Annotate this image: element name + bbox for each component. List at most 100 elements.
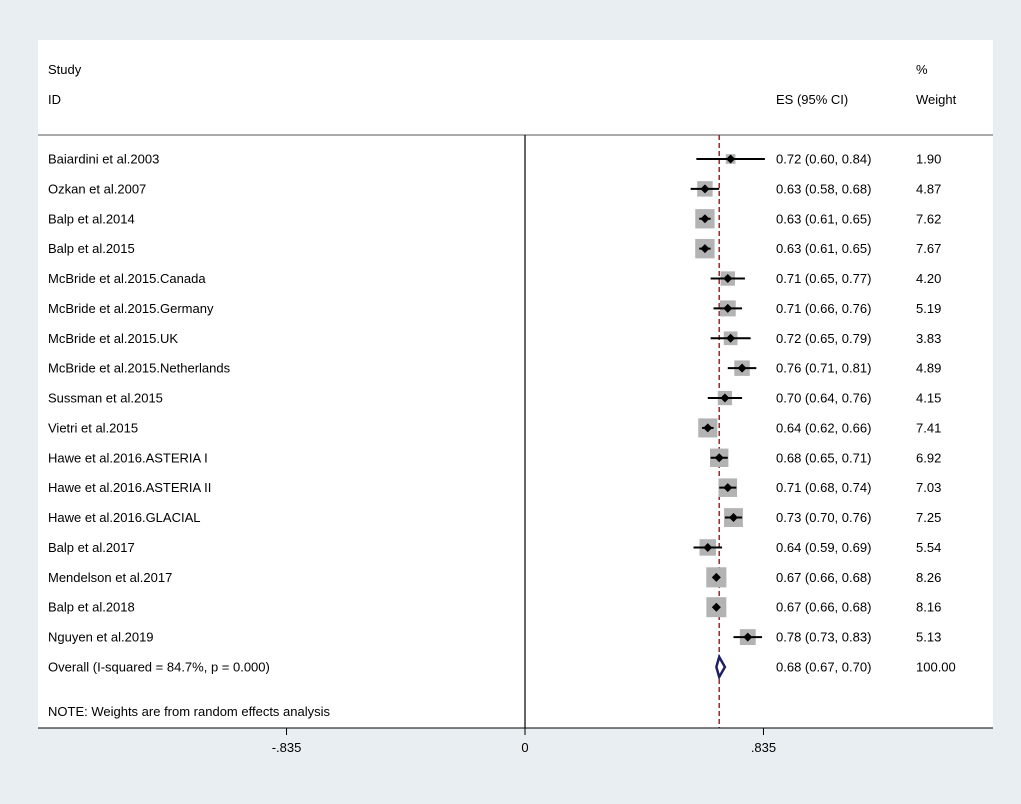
x-tick-label: .835 — [751, 740, 776, 755]
study-es-ci: 0.63 (0.61, 0.65) — [776, 211, 871, 226]
study-weight: 7.25 — [916, 510, 941, 525]
header-id: ID — [48, 92, 61, 107]
study-es-ci: 0.71 (0.65, 0.77) — [776, 271, 871, 286]
study-es-ci: 0.64 (0.62, 0.66) — [776, 420, 871, 435]
overall-diamond — [715, 653, 727, 681]
overall-es-ci: 0.68 (0.67, 0.70) — [776, 659, 871, 674]
study-weight: 5.13 — [916, 630, 941, 645]
study-row: Hawe et al.2016.ASTERIA I 0.68 (0.65, 0.7… — [48, 448, 941, 468]
study-name: Balp et al.2017 — [48, 540, 135, 555]
point-estimate — [700, 214, 710, 224]
study-name: Hawe et al.2016.ASTERIA I — [48, 450, 208, 465]
point-estimate — [723, 483, 733, 493]
study-weight: 1.90 — [916, 152, 941, 167]
point-estimate — [711, 572, 721, 582]
study-es-ci: 0.64 (0.59, 0.69) — [776, 540, 871, 555]
study-row: Nguyen et al.2019 0.78 (0.73, 0.83) 5.13 — [48, 629, 941, 646]
study-name: Balp et al.2018 — [48, 600, 135, 615]
study-es-ci: 0.68 (0.65, 0.71) — [776, 450, 871, 465]
header-es: ES (95% CI) — [776, 92, 848, 107]
study-row: Balp et al.2015 0.63 (0.61, 0.65) 7.67 — [48, 238, 941, 259]
study-weight: 7.62 — [916, 211, 941, 226]
study-weight: 7.41 — [916, 420, 941, 435]
study-name: McBride et al.2015.UK — [48, 331, 178, 346]
study-es-ci: 0.67 (0.66, 0.68) — [776, 570, 871, 585]
study-weight: 7.67 — [916, 241, 941, 256]
study-row: Vietri et al.2015 0.64 (0.62, 0.66) 7.41 — [48, 418, 941, 438]
study-row: Baiardini et al.2003 0.72 (0.60, 0.84) 1.9… — [48, 152, 941, 167]
point-estimate — [711, 602, 721, 612]
header-study: Study — [48, 62, 82, 77]
study-name: Ozkan et al.2007 — [48, 181, 146, 196]
study-es-ci: 0.72 (0.65, 0.79) — [776, 331, 871, 346]
point-estimate — [723, 274, 733, 284]
point-estimate — [743, 632, 753, 642]
study-weight: 8.16 — [916, 600, 941, 615]
study-weight: 3.83 — [916, 331, 941, 346]
study-name: McBride et al.2015.Canada — [48, 271, 206, 286]
study-row: Hawe et al.2016.ASTERIA II 0.71 (0.68, 0.… — [48, 478, 941, 497]
study-es-ci: 0.67 (0.66, 0.68) — [776, 600, 871, 615]
study-name: McBride et al.2015.Germany — [48, 301, 214, 316]
study-weight: 8.26 — [916, 570, 941, 585]
point-estimate — [728, 513, 738, 523]
study-weight: 4.20 — [916, 271, 941, 286]
study-row: McBride et al.2015.Netherlands 0.76 (0.71… — [48, 360, 941, 376]
study-name: Mendelson et al.2017 — [48, 570, 172, 585]
point-estimate — [700, 184, 710, 194]
point-estimate — [720, 393, 730, 403]
study-es-ci: 0.78 (0.73, 0.83) — [776, 630, 871, 645]
study-es-ci: 0.73 (0.70, 0.76) — [776, 510, 871, 525]
point-estimate — [726, 333, 736, 343]
study-row: Mendelson et al.2017 0.67 (0.66, 0.68) 8.2… — [48, 567, 941, 588]
study-es-ci: 0.63 (0.61, 0.65) — [776, 241, 871, 256]
study-row: Sussman et al.2015 0.70 (0.64, 0.76) 4.15 — [48, 391, 941, 406]
study-name: Hawe et al.2016.GLACIAL — [48, 510, 200, 525]
study-weight: 6.92 — [916, 450, 941, 465]
study-es-ci: 0.72 (0.60, 0.84) — [776, 152, 871, 167]
study-name: Vietri et al.2015 — [48, 420, 138, 435]
plot-panel — [38, 40, 993, 728]
header-weight: Weight — [916, 92, 957, 107]
study-name: Balp et al.2015 — [48, 241, 135, 256]
study-name: Baiardini et al.2003 — [48, 152, 159, 167]
study-row: Balp et al.2018 0.67 (0.66, 0.68) 8.16 — [48, 597, 941, 618]
study-weight: 4.87 — [916, 181, 941, 196]
study-row: McBride et al.2015.UK 0.72 (0.65, 0.79) 3.… — [48, 331, 941, 346]
study-row: McBride et al.2015.Canada 0.71 (0.65, 0.7… — [48, 271, 941, 286]
overall-row: Overall (I-squared = 84.7%, p = 0.000) 0.… — [48, 653, 956, 681]
x-axis-ticks: -.835 0 .835 — [272, 728, 776, 755]
study-weight: 7.03 — [916, 480, 941, 495]
study-weight: 4.15 — [916, 391, 941, 406]
point-estimate — [737, 363, 747, 373]
study-es-ci: 0.71 (0.66, 0.76) — [776, 301, 871, 316]
x-tick-label: 0 — [521, 740, 528, 755]
point-estimate — [703, 542, 713, 552]
x-tick-label: -.835 — [272, 740, 302, 755]
study-weight: 5.54 — [916, 540, 941, 555]
header-percent: % — [916, 62, 928, 77]
study-row: Hawe et al.2016.GLACIAL 0.73 (0.70, 0.76)… — [48, 508, 941, 527]
point-estimate — [700, 244, 710, 254]
study-es-ci: 0.71 (0.68, 0.74) — [776, 480, 871, 495]
study-rows: Baiardini et al.2003 0.72 (0.60, 0.84) 1.9… — [48, 152, 956, 681]
point-estimate — [723, 303, 733, 313]
overall-label: Overall (I-squared = 84.7%, p = 0.000) — [48, 659, 270, 674]
study-weight: 5.19 — [916, 301, 941, 316]
study-row: Ozkan et al.2007 0.63 (0.58, 0.68) 4.87 — [48, 181, 941, 197]
point-estimate — [703, 423, 713, 433]
study-es-ci: 0.63 (0.58, 0.68) — [776, 181, 871, 196]
study-row: Balp et al.2014 0.63 (0.61, 0.65) 7.62 — [48, 209, 941, 229]
point-estimate — [714, 453, 724, 463]
study-es-ci: 0.70 (0.64, 0.76) — [776, 391, 871, 406]
overall-weight: 100.00 — [916, 659, 956, 674]
point-estimate — [726, 154, 736, 164]
study-name: Balp et al.2014 — [48, 211, 135, 226]
study-weight: 4.89 — [916, 361, 941, 376]
study-row: Balp et al.2017 0.64 (0.59, 0.69) 5.54 — [48, 539, 941, 556]
study-name: Sussman et al.2015 — [48, 391, 163, 406]
study-row: McBride et al.2015.Germany 0.71 (0.66, 0.… — [48, 300, 941, 317]
weights-note: NOTE: Weights are from random effects an… — [48, 704, 331, 719]
study-es-ci: 0.76 (0.71, 0.81) — [776, 361, 871, 376]
